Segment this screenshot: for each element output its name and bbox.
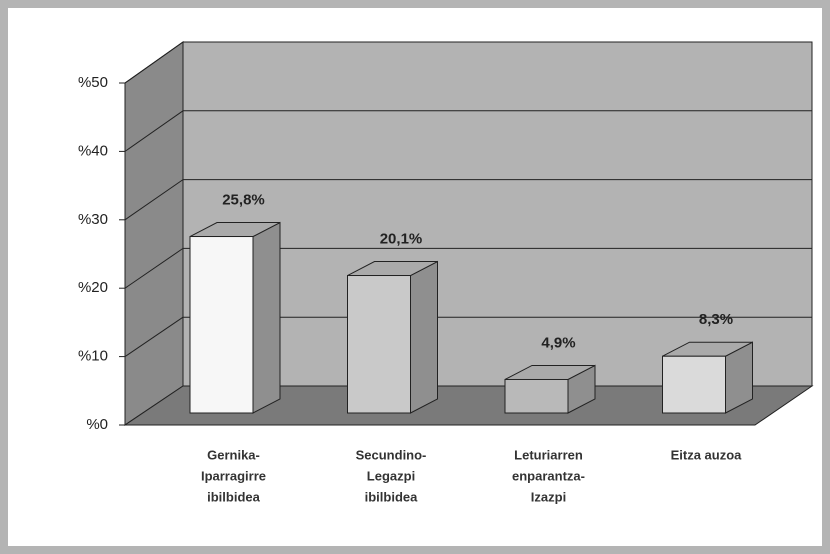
y-tick-label: %30: [78, 211, 108, 228]
bar-side: [410, 260, 438, 414]
x-tick-label: Izazpi: [531, 489, 566, 504]
x-tick-label: Secundino-: [356, 447, 427, 462]
y-tick-label: %50: [78, 74, 108, 91]
grid-line: [124, 110, 184, 152]
bar: [347, 275, 411, 414]
y-tick-label: %20: [78, 279, 108, 296]
bar: [504, 378, 569, 414]
x-tick-label: Eitza auzoa: [671, 447, 743, 462]
value-label: 4,9%: [541, 334, 575, 351]
value-label: 8,3%: [699, 311, 733, 328]
y-tick-label: %0: [86, 416, 108, 433]
x-tick-label: Legazpi: [367, 468, 415, 483]
y-tick-label: %40: [78, 142, 108, 159]
x-tick-label: Gernika-: [207, 447, 260, 462]
y-tick-label: %10: [78, 348, 108, 365]
grid-line: [124, 179, 184, 221]
grid-line: [124, 316, 184, 358]
grid-line: [124, 41, 184, 84]
bar: [189, 236, 254, 414]
bar-side: [252, 221, 281, 414]
x-tick-label: Leturiarren: [514, 447, 583, 462]
x-tick-label: enparantza-: [512, 468, 585, 483]
grid-line: [124, 247, 184, 289]
bar: [662, 355, 726, 414]
x-tick-label: Iparragirre: [201, 468, 266, 483]
side-wall: [124, 41, 184, 426]
value-label: 25,8%: [222, 191, 265, 208]
x-tick-label: ibilbidea: [207, 489, 261, 504]
value-label: 20,1%: [380, 230, 423, 247]
x-tick-label: ibilbidea: [365, 489, 419, 504]
